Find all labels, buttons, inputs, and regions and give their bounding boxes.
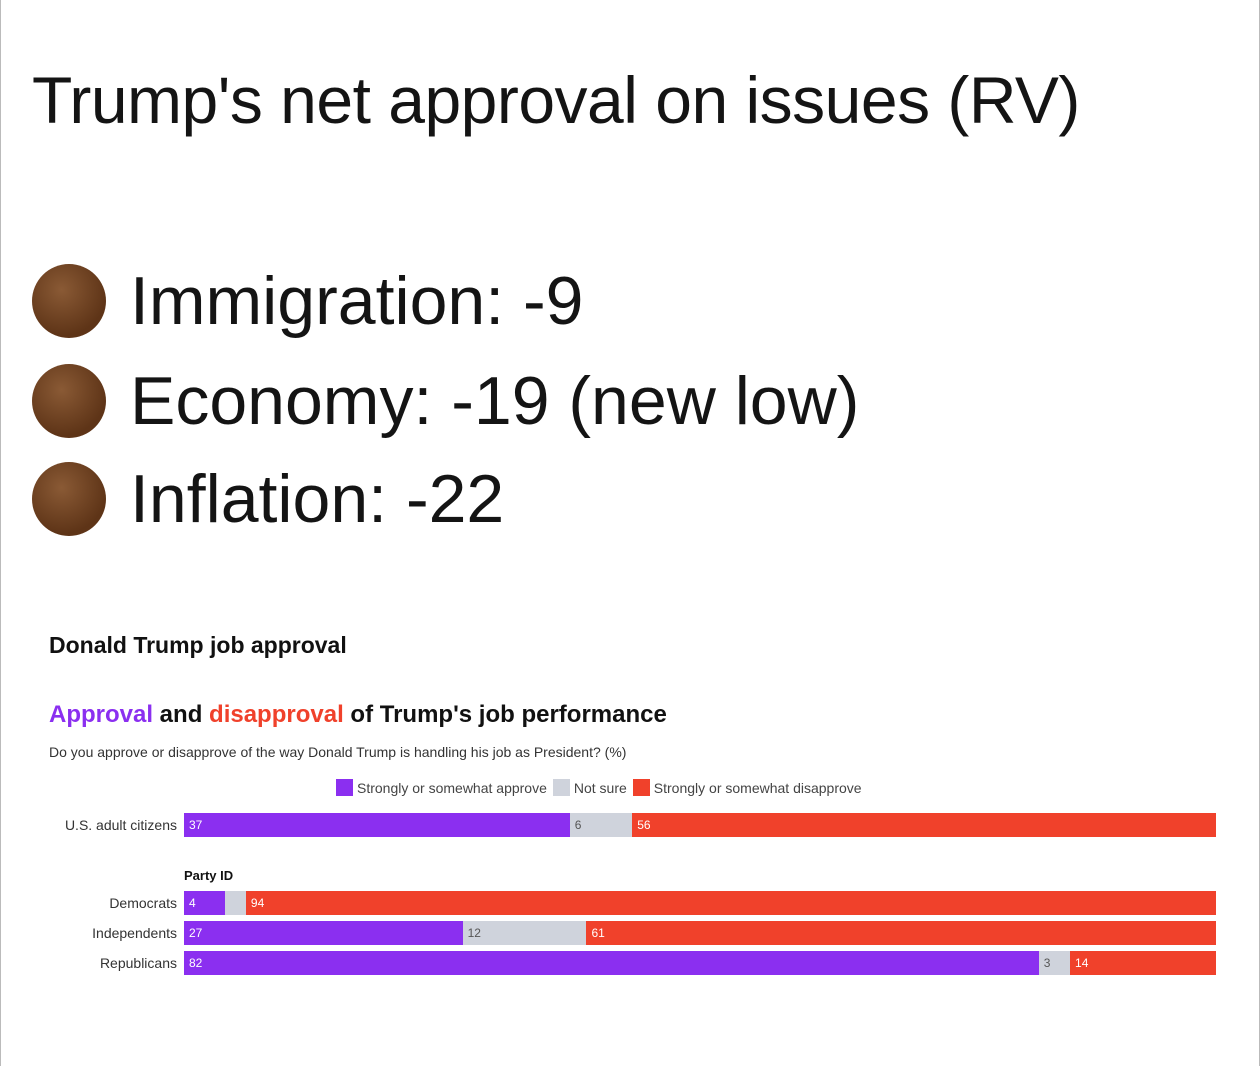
legend-label: Not sure — [573, 779, 627, 796]
legend: Strongly or somewhat approve Not sure Stro… — [336, 779, 868, 796]
chart-title: Donald Trump job approval — [49, 632, 347, 658]
bullet-item: Immigration: -9 — [32, 262, 583, 340]
bar-segment: 6 — [569, 813, 633, 837]
bar-segment: 82 — [184, 951, 1039, 975]
bar-segment: 4 — [184, 891, 226, 915]
category-label: Republicans — [99, 955, 177, 971]
legend-label: Strongly or somewhat disapprove — [653, 779, 862, 796]
legend-swatch — [632, 779, 650, 796]
bar-segment: 3 — [1038, 951, 1071, 975]
bar-segment: 12 — [462, 921, 587, 945]
legend-item: Strongly or somewhat approve — [336, 779, 547, 796]
legend-swatch — [552, 779, 570, 796]
subtitle-rest: of Trump's job performance — [343, 701, 667, 728]
bar-segment — [225, 891, 246, 915]
bar-segment: 94 — [245, 891, 1216, 915]
category-label: U.S. adult citizens — [64, 817, 177, 833]
subtitle-disapproval: disapproval — [209, 701, 344, 728]
chart-question: Do you approve or disapprove of the way … — [49, 744, 627, 760]
bar-segment: 56 — [632, 813, 1216, 837]
subtitle-approval: Approval — [49, 701, 154, 728]
bar-segment: 37 — [184, 813, 570, 837]
bar-segment: 14 — [1070, 951, 1216, 975]
bar-segment: 27 — [184, 921, 463, 945]
bullet-text: Economy: -19 (new low) — [130, 363, 860, 439]
bullet-text: Immigration: -9 — [130, 263, 584, 339]
brown-circle-icon — [32, 264, 106, 338]
headline: Trump's net approval on issues (RV) — [32, 63, 1080, 137]
chart-subtitle: Approval and disapproval of Trump's job … — [49, 701, 667, 729]
legend-item: Not sure — [552, 779, 627, 796]
category-label: Democrats — [109, 895, 177, 911]
brown-circle-icon — [32, 364, 106, 438]
legend-swatch — [336, 779, 353, 796]
bar-segment: 61 — [586, 921, 1216, 945]
bullet-item: Inflation: -22 — [32, 460, 504, 538]
group-label: Party ID — [184, 868, 234, 883]
brown-circle-icon — [32, 462, 106, 536]
bullet-text: Inflation: -22 — [130, 461, 505, 537]
subtitle-and: and — [153, 701, 210, 728]
legend-label: Strongly or somewhat approve — [357, 779, 547, 796]
category-label: Independents — [92, 925, 177, 941]
legend-item: Strongly or somewhat disapprove — [632, 779, 862, 796]
bullet-item: Economy: -19 (new low) — [32, 362, 859, 440]
